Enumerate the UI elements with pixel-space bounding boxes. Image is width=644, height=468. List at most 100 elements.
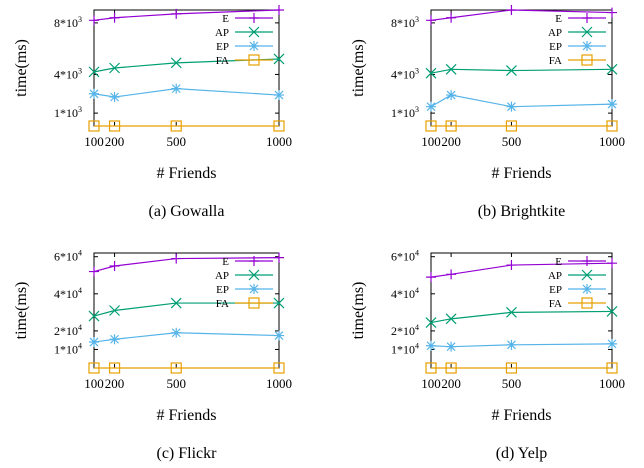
data-point	[505, 120, 518, 132]
data-point	[171, 253, 182, 264]
x-tick-label: 200	[105, 134, 125, 149]
legend-label: AP	[215, 270, 229, 282]
data-point	[606, 120, 618, 132]
series-line	[430, 94, 613, 108]
x-tick-label: 100	[84, 376, 104, 391]
data-point	[506, 5, 517, 15]
data-point	[606, 362, 618, 374]
data-point	[109, 62, 120, 74]
x-tick-label: 200	[441, 134, 461, 149]
legend-label: AP	[215, 27, 229, 39]
series-line	[430, 9, 613, 21]
data-point	[109, 305, 120, 316]
y-tick-label: 4*104	[54, 286, 82, 301]
data-point	[506, 260, 517, 271]
legend-label: FA	[216, 55, 229, 67]
data-point	[506, 101, 517, 112]
legend-marker	[248, 26, 260, 38]
series-line	[93, 302, 279, 317]
y-axis-label: time(ms)	[350, 39, 367, 97]
legend-label: EP	[549, 41, 562, 53]
data-point	[109, 12, 120, 23]
y-axis-label: time(ms)	[13, 282, 30, 340]
x-tick-label: 1000	[266, 134, 292, 149]
data-point	[425, 317, 437, 328]
data-point	[274, 252, 284, 263]
series-line	[430, 262, 613, 278]
y-tick-label: 6*104	[54, 249, 82, 264]
x-axis-label: # Friends	[157, 407, 217, 424]
legend-label: FA	[216, 298, 229, 310]
data-point	[607, 7, 617, 18]
legend-marker	[581, 26, 593, 38]
x-axis-label: # Friends	[492, 165, 552, 182]
data-point	[445, 313, 457, 325]
y-tick-label: 1*103	[54, 105, 82, 120]
legend-marker	[249, 13, 259, 23]
data-point	[88, 120, 100, 132]
data-point	[445, 362, 457, 374]
series-line	[430, 310, 613, 324]
data-point	[506, 65, 517, 77]
data-point	[170, 297, 182, 309]
data-point	[426, 101, 436, 112]
x-axis-label: # Friends	[492, 407, 552, 424]
series-line	[93, 58, 280, 73]
series-line	[93, 88, 280, 98]
x-tick-label: 1000	[599, 376, 625, 391]
legend-label: E	[222, 13, 229, 25]
data-point	[506, 306, 517, 318]
data-point	[446, 341, 457, 352]
y-tick-label: 4*103	[54, 66, 82, 81]
y-tick-label: 8*103	[54, 15, 82, 30]
legend-label: AP	[548, 27, 562, 39]
chart-panel: 100 200 500 1000 1*103 4*103 8*103 # Friends tim…	[13, 5, 292, 220]
data-point	[273, 120, 285, 132]
y-tick-label: 6*104	[391, 249, 419, 264]
data-point	[274, 90, 284, 101]
x-tick-label: 500	[502, 134, 522, 149]
y-tick-label: 4*103	[391, 66, 419, 81]
data-point	[606, 63, 618, 75]
data-point	[606, 306, 618, 317]
y-axis-label: time(ms)	[350, 282, 367, 340]
subfigure-caption: (d) Yelp	[496, 445, 548, 462]
legend-label: FA	[549, 55, 562, 67]
y-tick-label: 2*104	[391, 323, 419, 338]
legend-label: EP	[549, 284, 562, 296]
data-point	[273, 53, 285, 65]
legend-marker	[582, 284, 592, 294]
legend-marker	[581, 297, 593, 309]
legend-label: E	[222, 256, 229, 268]
data-point	[171, 83, 182, 94]
chart-panel: 100 200 500 1000 1*103 4*103 8*103 # Friends tim…	[350, 5, 625, 220]
legend-label: FA	[549, 298, 562, 310]
data-point	[506, 339, 517, 350]
plot-frame	[430, 9, 613, 127]
legend-label: AP	[548, 270, 562, 282]
data-point	[425, 362, 437, 374]
data-point	[170, 120, 182, 132]
legend-marker	[249, 41, 259, 51]
x-tick-label: 500	[166, 376, 186, 391]
data-point	[89, 88, 99, 99]
plot-frame	[430, 252, 613, 369]
data-point	[445, 63, 457, 75]
legend-marker	[248, 297, 260, 309]
y-tick-label: 4*104	[391, 286, 419, 301]
x-axis-label: # Friends	[157, 165, 217, 182]
legend-marker	[581, 54, 593, 66]
series-line	[93, 257, 280, 273]
y-tick-label: 2*104	[54, 323, 82, 338]
y-tick-label: 1*104	[54, 341, 82, 356]
legend-marker	[582, 41, 592, 51]
data-point	[171, 327, 182, 338]
data-point	[425, 120, 437, 132]
x-tick-label: 100	[421, 134, 441, 149]
legend-marker	[248, 54, 260, 66]
series-line	[93, 332, 280, 343]
x-tick-label: 100	[84, 134, 104, 149]
legend-label: E	[555, 13, 562, 25]
data-point	[274, 5, 284, 15]
x-tick-label: 500	[166, 134, 186, 149]
